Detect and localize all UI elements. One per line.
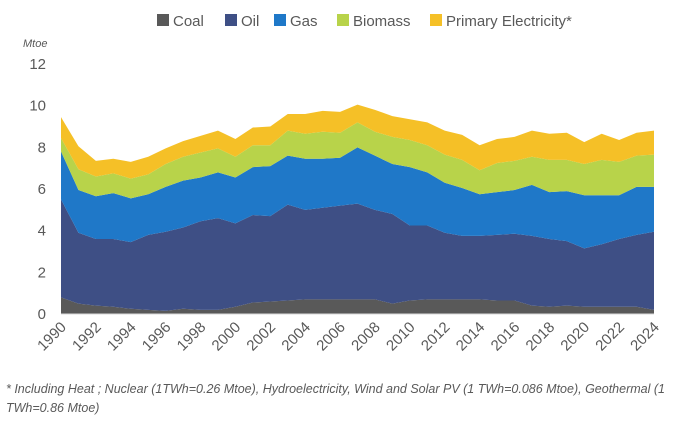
legend-swatch: [157, 14, 169, 26]
legend-item-coal: Coal: [157, 13, 204, 30]
x-tick-label: 2022: [592, 319, 628, 355]
y-tick-label: 4: [38, 223, 46, 240]
y-axis-unit-label: Mtoe: [23, 38, 47, 50]
x-tick-label: 1996: [139, 319, 175, 355]
y-tick-label: 12: [29, 56, 46, 73]
area-series-oil: [61, 199, 654, 311]
y-tick-label: 10: [29, 98, 46, 115]
x-tick-label: 1994: [104, 319, 140, 355]
legend-label: Oil: [241, 13, 259, 30]
area-series-primary-electricity: [61, 104, 654, 179]
x-tick-label: 2008: [348, 319, 384, 355]
x-tick-label: 2012: [418, 319, 454, 355]
legend-item-primary-electricity: Primary Electricity*: [430, 13, 572, 30]
chart-footnote: * Including Heat ; Nuclear (1TWh=0.26 Mt…: [6, 382, 665, 415]
legend-item-biomass: Biomass: [337, 13, 411, 30]
x-tick-label: 1998: [174, 319, 210, 355]
area-series-biomass: [61, 122, 654, 199]
legend-label: Primary Electricity*: [446, 13, 572, 30]
legend-swatch: [225, 14, 237, 26]
legend-swatch: [430, 14, 442, 26]
plot-area: [61, 104, 654, 314]
legend-label: Biomass: [353, 13, 411, 30]
y-tick-label: 8: [38, 139, 46, 156]
x-tick-label: 1992: [69, 319, 105, 355]
legend-item-oil: Oil: [225, 13, 259, 30]
legend-label: Gas: [290, 13, 318, 30]
x-tick-label: 2018: [523, 319, 559, 355]
legend-swatch: [274, 14, 286, 26]
chart-legend: Coal Oil Gas Biomass Primary Electricity*: [157, 13, 572, 30]
legend-label: Coal: [173, 13, 204, 30]
legend-item-gas: Gas: [274, 13, 318, 30]
x-tick-label: 2024: [627, 319, 663, 355]
area-series-coal: [61, 297, 654, 314]
x-tick-label: 2010: [383, 319, 419, 355]
area-series-gas: [61, 147, 654, 249]
x-tick-label: 2004: [278, 319, 314, 355]
x-tick-label: 1990: [34, 319, 70, 355]
y-tick-label: 2: [38, 264, 46, 281]
x-tick-label: 2014: [453, 319, 489, 355]
x-tick-label: 2006: [313, 319, 349, 355]
y-tick-label: 6: [38, 181, 46, 198]
x-tick-label: 2016: [488, 319, 524, 355]
y-axis: 0 2 4 6 8 10 12: [29, 56, 46, 323]
x-tick-label: 2020: [557, 319, 593, 355]
x-tick-label: 2002: [244, 319, 280, 355]
legend-swatch: [337, 14, 349, 26]
y-tick-label: 0: [38, 306, 46, 323]
x-axis: 1990 1992 1994 1996 1998 2000 2002 2004 2006 2008…: [34, 319, 663, 355]
x-tick-label: 2000: [209, 319, 245, 355]
